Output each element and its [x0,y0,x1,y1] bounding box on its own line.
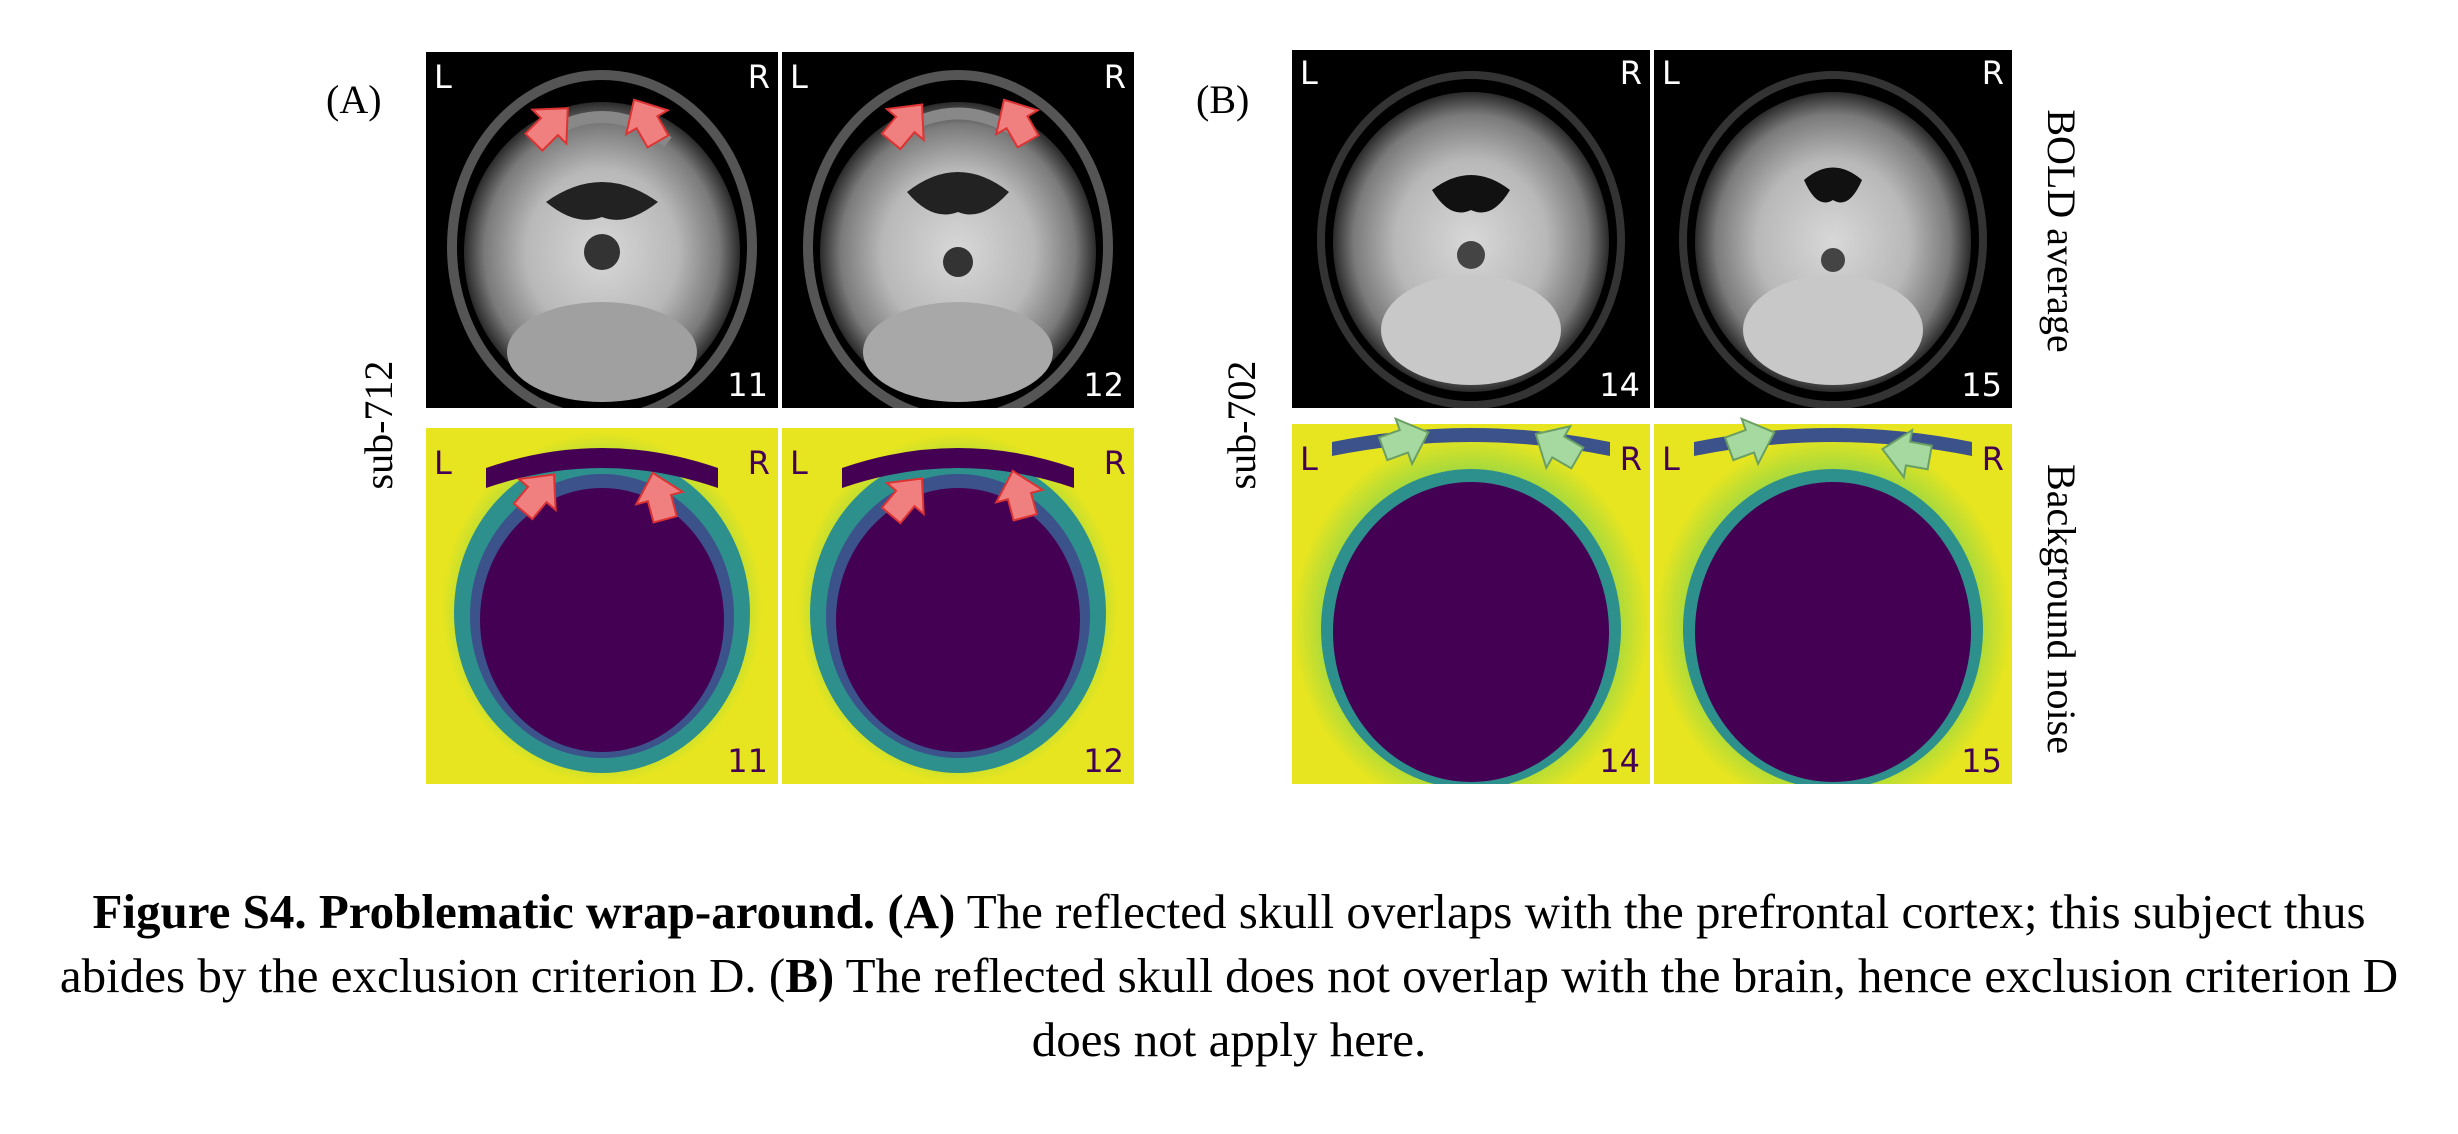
orientation-left: L [790,58,808,96]
orientation-right: R [747,58,770,96]
orientation-left: L [1300,440,1318,478]
panel-a-label: (A) [326,77,382,122]
orientation-left: L [790,444,808,482]
caption-b-marker: B) [785,948,835,1003]
panel-b-label: (B) [1196,77,1250,122]
orientation-right: R [1103,444,1126,482]
green-arrow-icon [1723,416,1776,467]
orientation-left: L [1662,440,1680,478]
bold-image-a-slice-12: L R 12 [782,52,1134,408]
slice-number: 15 [1961,366,2002,404]
noise-image-a-slice-11: L R 11 [426,428,778,784]
slice-number: 14 [1599,366,1640,404]
orientation-right: R [747,444,770,482]
orientation-left: L [434,444,452,482]
noise-image-b-slice-15: L R 15 [1654,424,2012,784]
noise-image-a-slice-12: L R 12 [782,428,1134,784]
bold-image-b-slice-15: L R 15 [1654,50,2012,408]
orientation-left: L [1662,54,1680,92]
figure-caption: Figure S4. Problematic wrap-around. (A) … [40,880,2418,1072]
caption-a-text: The reflected skull overlaps with the pr… [59,884,2366,1003]
red-arrow-icon [880,103,925,151]
orientation-right: R [1619,440,1642,478]
orientation-left: L [1300,54,1318,92]
red-arrow-icon [512,473,557,521]
slice-number: 11 [727,366,768,404]
caption-a-marker: (A) [887,884,956,939]
red-arrow-icon [994,469,1046,522]
orientation-right: R [1619,54,1642,92]
slice-number: 15 [1961,742,2002,780]
red-arrow-icon [523,107,569,153]
orientation-right: R [1981,54,2004,92]
green-arrow-icon [1377,416,1430,467]
orientation-right: R [1981,440,2004,478]
green-arrow-icon [1880,427,1933,480]
red-arrow-icon [880,477,925,525]
red-arrow-icon [994,98,1041,149]
orientation-right: R [1103,58,1126,96]
caption-title: Figure S4. Problematic wrap-around. [92,884,876,939]
bold-image-b-slice-14: L R 14 [1292,50,1650,408]
bold-image-a-slice-11: L R 11 [426,52,778,408]
slice-number: 11 [727,742,768,780]
slice-number: 14 [1599,742,1640,780]
slice-number: 12 [1083,742,1124,780]
caption-b-open: ( [768,948,786,1003]
slice-number: 12 [1083,366,1124,404]
red-arrow-icon [634,471,686,524]
green-arrow-icon [1534,424,1585,471]
caption-b-text: The reflected skull does not overlap wit… [845,948,2399,1067]
orientation-left: L [434,58,452,96]
red-arrow-icon [624,98,671,149]
annotation-arrows [512,98,1933,525]
